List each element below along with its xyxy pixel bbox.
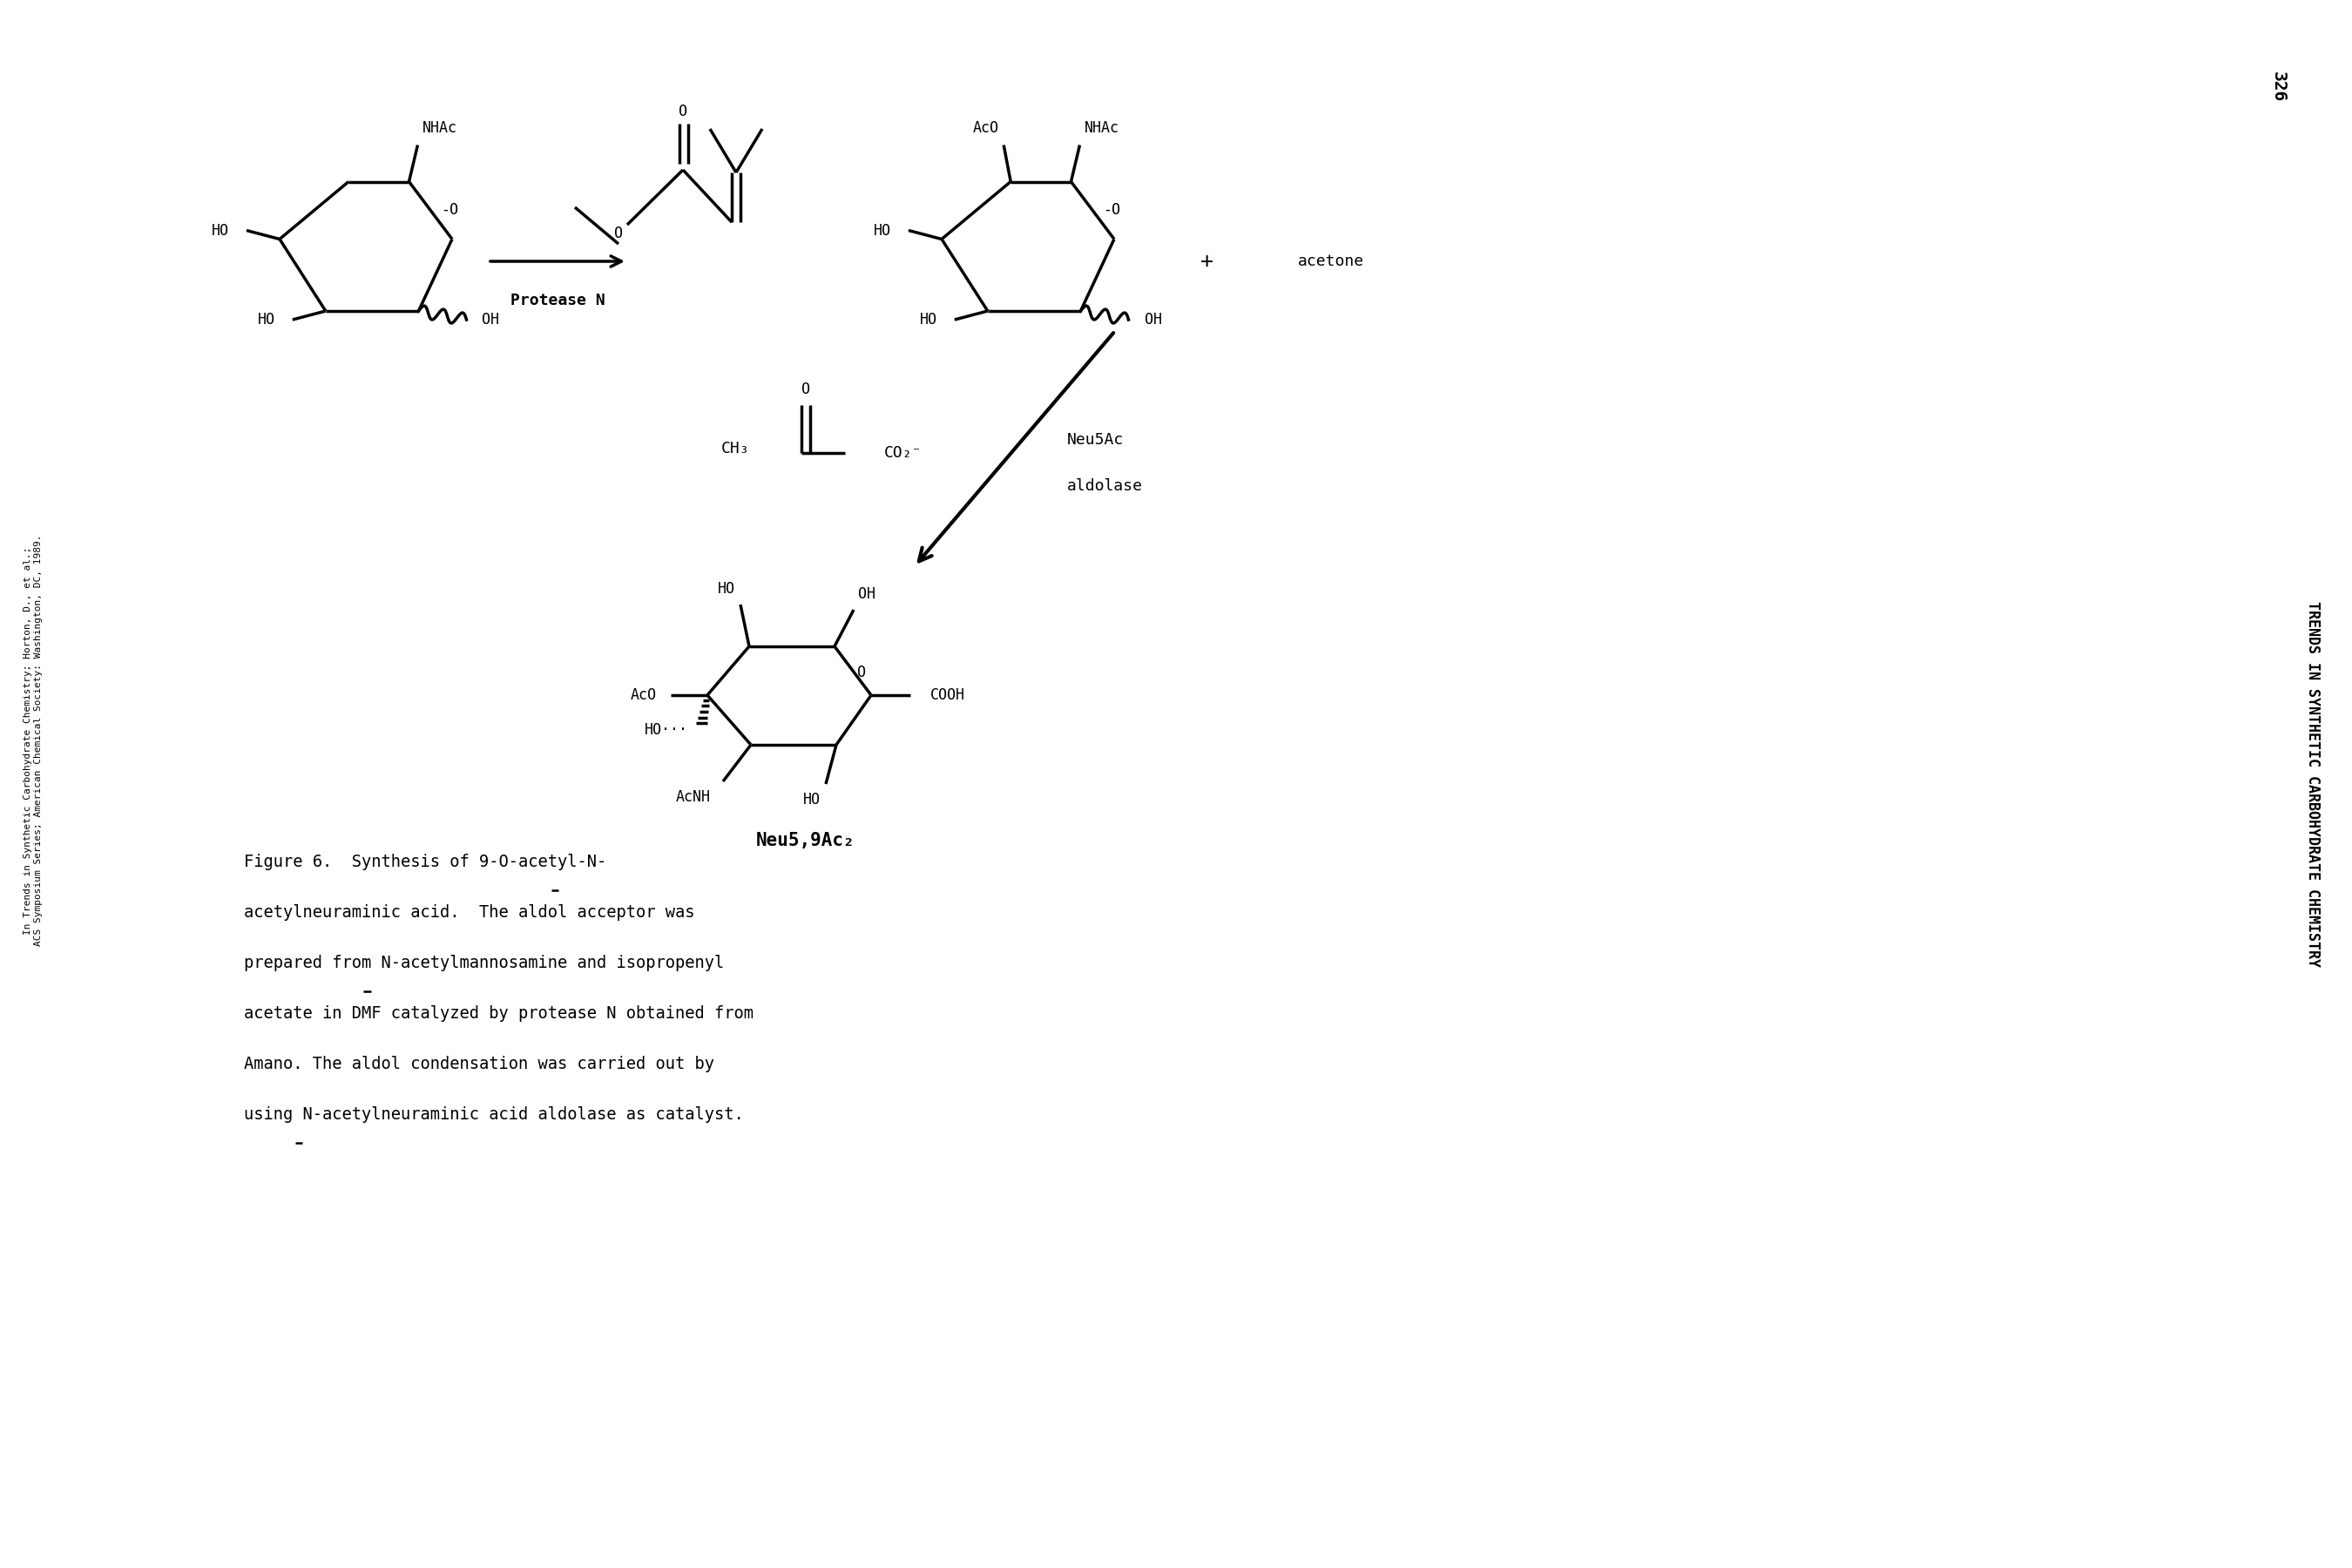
Text: prepared from N-acetylmannosamine and isopropenyl: prepared from N-acetylmannosamine and is… — [245, 955, 724, 971]
Text: NHAc: NHAc — [421, 119, 456, 135]
Text: acetone: acetone — [1298, 254, 1364, 270]
Text: O: O — [680, 103, 687, 119]
Text: aldolase: aldolase — [1068, 478, 1143, 494]
Text: HO: HO — [873, 223, 891, 238]
Text: OH: OH — [1143, 312, 1162, 328]
Text: -O: -O — [1103, 202, 1120, 218]
Text: OH: OH — [482, 312, 499, 328]
Text: CH₃: CH₃ — [720, 441, 750, 456]
Text: O: O — [614, 226, 623, 241]
Text: Figure 6.  Synthesis of 9-O-acetyl-N-: Figure 6. Synthesis of 9-O-acetyl-N- — [245, 853, 607, 870]
Text: acetate in DMF catalyzed by protease N obtained from: acetate in DMF catalyzed by protease N o… — [245, 1005, 753, 1022]
Text: OH: OH — [858, 586, 875, 602]
Text: Neu5Ac: Neu5Ac — [1068, 433, 1124, 448]
Text: AcNH: AcNH — [675, 789, 710, 804]
Text: +: + — [1200, 251, 1214, 271]
Text: HO: HO — [920, 312, 936, 328]
Text: Protease N: Protease N — [510, 293, 604, 309]
Text: HO: HO — [212, 223, 228, 238]
Text: O: O — [802, 381, 809, 397]
Text: 326: 326 — [2270, 72, 2286, 102]
Text: acetylneuraminic acid.  The aldol acceptor was: acetylneuraminic acid. The aldol accepto… — [245, 905, 694, 920]
Text: HO: HO — [717, 582, 736, 597]
Text: CO₂⁻: CO₂⁻ — [884, 445, 922, 461]
Text: NHAc: NHAc — [1084, 119, 1120, 135]
Text: HO: HO — [259, 312, 275, 328]
Text: HO···: HO··· — [644, 723, 689, 739]
Text: Amano. The aldol condensation was carried out by: Amano. The aldol condensation was carrie… — [245, 1055, 715, 1073]
Text: O: O — [856, 665, 866, 681]
Text: HO: HO — [802, 792, 821, 808]
Text: using N-acetylneuraminic acid aldolase as catalyst.: using N-acetylneuraminic acid aldolase a… — [245, 1107, 743, 1123]
Text: TRENDS IN SYNTHETIC CARBOHYDRATE CHEMISTRY: TRENDS IN SYNTHETIC CARBOHYDRATE CHEMIST… — [2305, 601, 2321, 967]
Text: -O: -O — [442, 202, 459, 218]
Text: AcO: AcO — [974, 119, 1000, 135]
Text: Neu5,9Ac₂: Neu5,9Ac₂ — [757, 833, 856, 850]
Text: In Trends in Synthetic Carbohydrate Chemistry; Horton, D., et al.;
ACS Symposium: In Trends in Synthetic Carbohydrate Chem… — [24, 535, 42, 946]
Text: AcO: AcO — [630, 687, 656, 702]
Text: COOH: COOH — [931, 687, 964, 702]
